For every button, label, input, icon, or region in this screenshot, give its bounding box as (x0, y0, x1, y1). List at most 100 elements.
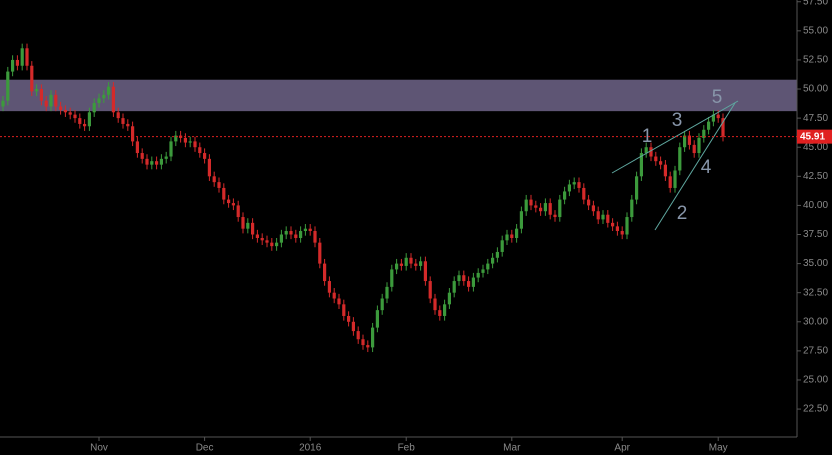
candle-body (30, 65, 34, 92)
wave-label: 2 (677, 203, 688, 224)
candle-body (428, 281, 432, 299)
candle-body (174, 135, 178, 142)
candle-body (563, 191, 567, 200)
candle-body (318, 242, 322, 264)
candle-body (332, 292, 336, 299)
candle-body (668, 176, 672, 188)
candle-body (203, 153, 207, 159)
trendline (611, 100, 739, 174)
candle-body (20, 48, 24, 66)
candle-body (687, 135, 691, 145)
candle-body (601, 214, 605, 220)
candle-body (15, 59, 19, 66)
candle-body (270, 242, 274, 247)
candle-body (308, 228, 312, 232)
candle-body (169, 141, 173, 157)
y-tick-label: 45.00 (803, 142, 828, 153)
candle-body (716, 114, 720, 119)
candle-body (265, 240, 269, 243)
candle-body (419, 261, 423, 266)
candle-body (611, 222, 615, 227)
candle-body (630, 199, 634, 218)
candle-body (491, 257, 495, 264)
candle-body (596, 211, 600, 220)
candle-body (255, 234, 259, 238)
candle-body (390, 269, 394, 287)
candle-body (236, 205, 240, 218)
candle-body (222, 187, 226, 200)
candle-body (313, 231, 317, 243)
candle-body (486, 263, 490, 270)
candle-body (476, 272, 480, 278)
candle-body (78, 118, 82, 124)
candle-body (697, 137, 701, 154)
candle-body (457, 275, 461, 282)
candle-body (241, 217, 245, 229)
candle-body (1, 100, 5, 107)
candle-body (620, 231, 624, 235)
candle-body (6, 71, 10, 101)
candle-body (577, 182, 581, 188)
candle-body (591, 205, 595, 212)
candle-body (212, 176, 216, 183)
candle-body (140, 153, 144, 159)
candle-body (548, 203, 552, 215)
candle-body (587, 199, 591, 206)
candle-body (649, 147, 653, 157)
x-tick-label: Dec (196, 443, 214, 454)
x-tick-label: 2016 (299, 443, 322, 454)
candle-body (193, 141, 197, 148)
y-tick-label: 37.50 (803, 229, 828, 240)
candle-body (615, 226, 619, 232)
candle-body (35, 89, 39, 92)
y-tick-label: 30.00 (803, 316, 828, 327)
candle-body (721, 118, 725, 137)
candle-body (284, 231, 288, 235)
candle-body (543, 203, 547, 212)
candle-body (375, 310, 379, 328)
last-price-box (797, 129, 832, 144)
candle-body (558, 199, 562, 218)
candle-body (500, 240, 504, 252)
candle-body (54, 94, 58, 107)
last-price-label: 45.91 (800, 131, 825, 142)
candle-body (97, 98, 101, 103)
candle-body (275, 242, 279, 247)
candle-body (366, 345, 370, 348)
candle-body (654, 156, 658, 162)
candle-body (351, 321, 355, 332)
candle-body (683, 135, 687, 148)
candle-body (131, 126, 135, 142)
candle-body (294, 234, 298, 238)
candle-body (462, 275, 466, 282)
y-tick-label: 32.50 (803, 287, 828, 298)
candle-body (116, 112, 120, 119)
candle-body (260, 237, 264, 241)
candle-body (409, 257, 413, 264)
candle-body (702, 129, 706, 138)
wave-label: 1 (642, 126, 653, 147)
x-tick-label: Nov (90, 443, 108, 454)
y-tick-label: 40.00 (803, 200, 828, 211)
x-tick-label: Mar (503, 443, 521, 454)
candle-body (73, 114, 77, 119)
candle-body (385, 286, 389, 299)
candle-body (39, 89, 43, 101)
candle-body (519, 211, 523, 229)
y-tick-label: 27.50 (803, 346, 828, 357)
y-tick-label: 22.50 (803, 404, 828, 415)
candle-body (126, 123, 130, 127)
candle-body (625, 217, 629, 235)
candle-body (111, 86, 115, 113)
candle-body (44, 100, 48, 107)
candle-body (443, 304, 447, 316)
wave-label: 5 (712, 87, 723, 108)
candle-body (505, 234, 509, 241)
candle-body (659, 161, 663, 165)
y-tick-label: 57.50 (803, 0, 828, 7)
candle-body (433, 298, 437, 311)
candle-body (227, 199, 231, 204)
candle-body (371, 327, 375, 348)
candle-body (452, 281, 456, 293)
candle-body (207, 158, 211, 177)
